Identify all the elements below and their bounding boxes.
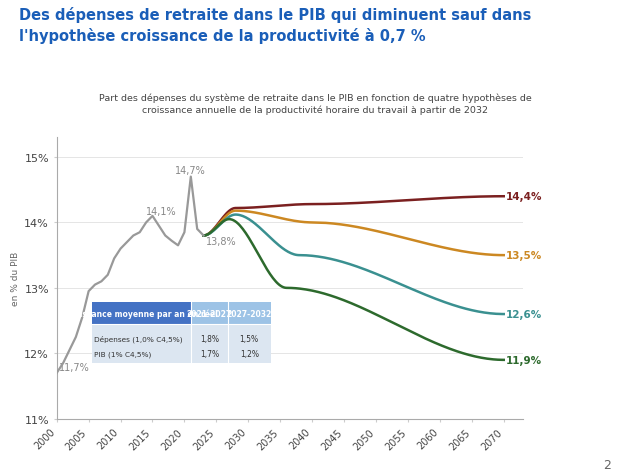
Text: 13,5%: 13,5%: [506, 250, 542, 260]
Text: 13,8%: 13,8%: [205, 236, 236, 246]
Text: 14,7%: 14,7%: [175, 166, 206, 176]
Text: Dépenses (1,0% C4,5%): Dépenses (1,0% C4,5%): [94, 335, 182, 342]
Text: 11,9%: 11,9%: [506, 355, 542, 365]
Bar: [92, 303, 191, 324]
Bar: [92, 324, 271, 363]
Text: 11,7%: 11,7%: [59, 362, 89, 372]
Text: 14,1%: 14,1%: [146, 207, 177, 217]
Y-axis label: en % du PIB: en % du PIB: [11, 251, 20, 306]
Text: 1,8%: 1,8%: [200, 334, 219, 343]
Text: Des dépenses de retraite dans le PIB qui diminuent sauf dans
l'hypothèse croissa: Des dépenses de retraite dans le PIB qui…: [19, 7, 531, 44]
Text: Part des dépenses du système de retraite dans le PIB en fonction de quatre hypot: Part des dépenses du système de retraite…: [99, 93, 531, 115]
Text: 2: 2: [604, 458, 611, 471]
Bar: [191, 303, 228, 324]
Text: 1,2%: 1,2%: [240, 349, 259, 358]
Text: PIB (1% C4,5%): PIB (1% C4,5%): [94, 350, 151, 357]
Text: 2027-2032: 2027-2032: [227, 309, 272, 318]
Text: Croissance moyenne par an en réel: Croissance moyenne par an en réel: [65, 308, 218, 318]
Text: 12,6%: 12,6%: [506, 309, 542, 319]
Text: 1,5%: 1,5%: [239, 334, 259, 343]
Text: 1,7%: 1,7%: [200, 349, 219, 358]
Text: 14,4%: 14,4%: [506, 192, 542, 202]
Bar: [228, 303, 271, 324]
Text: 2021-2027: 2021-2027: [186, 309, 232, 318]
